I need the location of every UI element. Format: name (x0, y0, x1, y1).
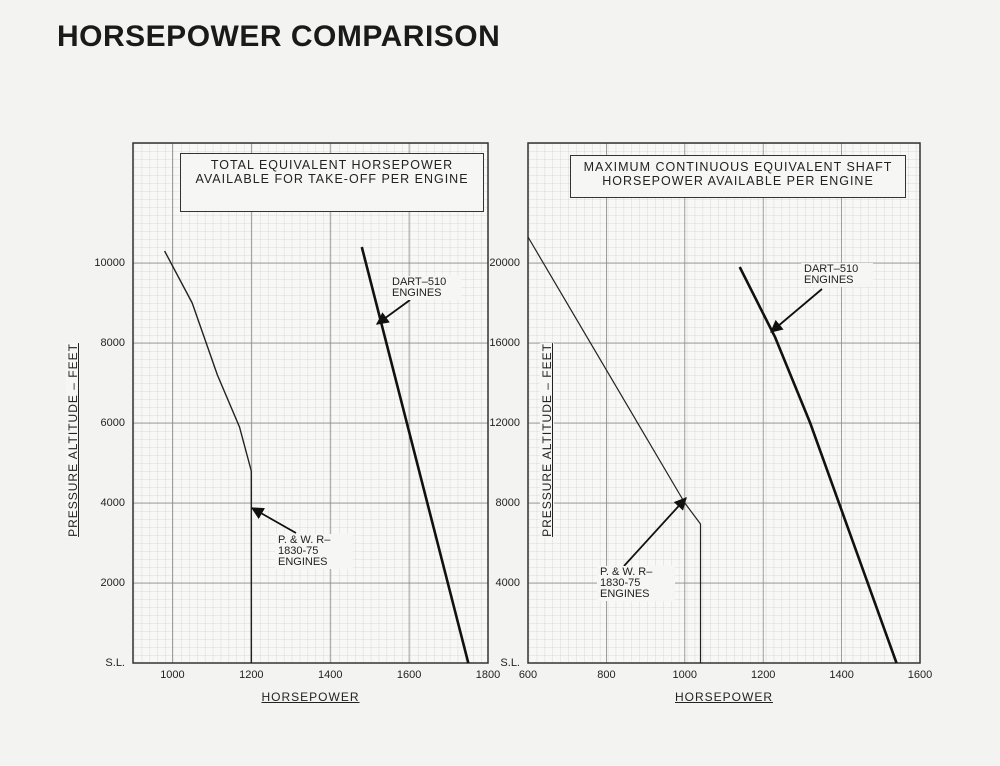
series-line (527, 236, 702, 663)
minor-grid (133, 143, 488, 663)
minor-grid (528, 143, 920, 663)
y-tick-label: 4000 (101, 497, 125, 509)
x-axis-label: HORSEPOWER (674, 690, 774, 704)
y-tick-label: 2000 (101, 577, 125, 589)
y-axis-label: PRESSURE ALTITUDE – FEET (540, 343, 554, 537)
y-tick-label: S.L. (500, 657, 520, 669)
y-tick-label: 10000 (94, 257, 125, 269)
y-axis-label: PRESSURE ALTITUDE – FEET (66, 343, 80, 537)
y-tick-label: 12000 (489, 417, 520, 429)
x-axis-label: HORSEPOWER (261, 690, 360, 704)
x-tick-label: 1600 (908, 669, 932, 681)
x-tick-label: 1000 (673, 669, 697, 681)
series-label: P. & W. R–1830-75 ENGINES (275, 534, 353, 569)
label-arrow (770, 288, 823, 333)
y-tick-label: 8000 (101, 337, 125, 349)
y-tick-label: 4000 (496, 577, 520, 589)
plot-frame (132, 142, 489, 664)
chart-title: MAXIMUM CONTINUOUS EQUIVALENT SHAFT HORS… (570, 155, 906, 198)
y-tick-label: 20000 (489, 257, 520, 269)
y-tick-label: S.L. (105, 657, 125, 669)
x-tick-label: 1200 (239, 669, 263, 681)
label-arrow (250, 507, 297, 534)
x-tick-label: 1000 (160, 669, 184, 681)
y-tick-label: 16000 (489, 337, 520, 349)
page-title: HORSEPOWER COMPARISON (57, 20, 501, 53)
plot-frame (527, 142, 921, 664)
y-tick-label: 6000 (101, 417, 125, 429)
x-tick-label: 800 (597, 669, 615, 681)
x-tick-label: 1400 (318, 669, 342, 681)
series-label: P. & W. R–1830-75 ENGINES (597, 566, 675, 601)
x-tick-label: 1800 (476, 669, 500, 681)
x-tick-label: 1200 (751, 669, 775, 681)
series-line (738, 266, 898, 664)
label-arrow (623, 497, 687, 567)
x-tick-label: 1600 (397, 669, 421, 681)
x-tick-label: 600 (519, 669, 537, 681)
x-tick-label: 1400 (829, 669, 853, 681)
series-label: DART–510 ENGINES (389, 276, 461, 300)
series-line (163, 250, 252, 663)
chart-title: TOTAL EQUIVALENT HORSEPOWER AVAILABLE FO… (180, 153, 484, 212)
y-tick-label: 8000 (496, 497, 520, 509)
label-arrow (375, 299, 411, 325)
series-label: DART–510 ENGINES (801, 263, 873, 287)
